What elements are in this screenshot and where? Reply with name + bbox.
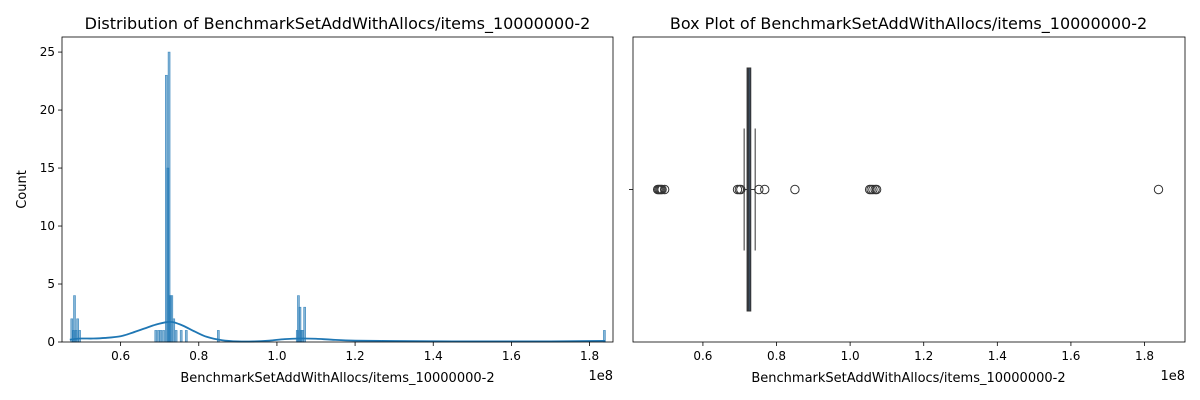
boxplot-x-tick-label: 1.4 [988, 349, 1007, 363]
histogram-y-tick-label: 20 [40, 103, 55, 117]
boxplot-x-tick-label: 1.2 [914, 349, 933, 363]
boxplot-frame [632, 36, 1186, 343]
histogram-x-ticks: 0.6 0.8 1.0 1.2 1.4 1.6 1.8 [111, 342, 599, 363]
boxplot-x-tick-label: 0.8 [767, 349, 786, 363]
boxplot-outlier [657, 184, 667, 195]
boxplot-outlier [754, 184, 764, 195]
histogram-bar [162, 330, 165, 343]
histogram-y-axis-label: Count [15, 170, 30, 209]
histogram-x-tick-label: 0.6 [111, 349, 130, 363]
boxplot-plot-area [652, 67, 1164, 312]
histogram-bar [159, 330, 163, 343]
boxplot-panel: Box Plot of BenchmarkSetAddWithAllocs/it… [629, 14, 1186, 386]
boxplot-x-ticks: 0.6 0.8 1.0 1.2 1.4 1.6 1.8 [693, 342, 1154, 363]
boxplot-outlier [760, 184, 770, 195]
histogram-x-tick-label: 1.2 [346, 349, 365, 363]
histogram-x-tick-label: 0.8 [189, 349, 208, 363]
histogram-x-tick-label: 1.8 [580, 349, 599, 363]
histogram-y-tick-label: 0 [47, 335, 55, 349]
histogram-bar [184, 330, 188, 343]
histogram-y-tick-label: 10 [40, 219, 55, 233]
histogram-frame [61, 36, 614, 343]
histogram-y-tick-label: 25 [40, 45, 55, 59]
histogram-bar [157, 330, 160, 343]
histogram-bar [179, 330, 183, 343]
histogram-bar [303, 306, 306, 343]
histogram-x-tick-label: 1.6 [502, 349, 521, 363]
boxplot-outlier [659, 184, 670, 195]
histogram-title: Distribution of BenchmarkSetAddWithAlloc… [85, 14, 591, 34]
boxplot-x-tick-label: 1.6 [1061, 349, 1080, 363]
boxplot-outlier [790, 184, 800, 195]
boxplot-box [746, 67, 752, 312]
histogram-x-offset-label: 1e8 [588, 369, 613, 384]
boxplot-x-tick-label: 1.0 [841, 349, 860, 363]
histogram-bar [174, 330, 178, 343]
boxplot-x-offset-label: 1e8 [1160, 369, 1185, 384]
histogram-x-tick-label: 1.0 [267, 349, 286, 363]
boxplot-outlier [1153, 184, 1164, 195]
boxplot-x-tick-label: 0.6 [693, 349, 712, 363]
histogram-bar [154, 330, 158, 343]
histogram-panel: Distribution of BenchmarkSetAddWithAlloc… [15, 14, 614, 386]
boxplot-x-tick-label: 1.8 [1135, 349, 1154, 363]
histogram-x-tick-label: 1.4 [424, 349, 443, 363]
boxplot-title: Box Plot of BenchmarkSetAddWithAllocs/it… [670, 14, 1147, 34]
histogram-bar [78, 330, 81, 343]
histogram-y-ticks: 0 5 10 15 20 25 [40, 45, 62, 349]
boxplot-outlier [868, 184, 878, 195]
histogram-y-tick-label: 15 [40, 161, 55, 175]
boxplot-x-axis-label: BenchmarkSetAddWithAllocs/items_10000000… [751, 371, 1065, 386]
histogram-plot-area [69, 51, 606, 343]
histogram-y-tick-label: 5 [47, 277, 55, 291]
boxplot-outlier [871, 184, 882, 195]
histogram-x-axis-label: BenchmarkSetAddWithAllocs/items_10000000… [180, 371, 494, 386]
boxplot-outlier [736, 184, 746, 195]
kde-curve [69, 320, 606, 343]
